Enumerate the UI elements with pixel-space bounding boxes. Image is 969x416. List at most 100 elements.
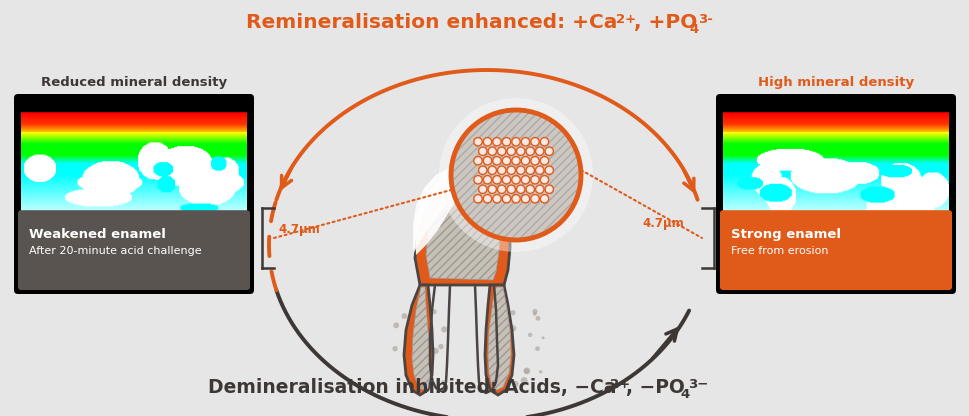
Text: 3-: 3- bbox=[698, 13, 712, 26]
Circle shape bbox=[520, 176, 529, 184]
FancyBboxPatch shape bbox=[14, 94, 254, 294]
Circle shape bbox=[516, 185, 524, 193]
Circle shape bbox=[431, 347, 435, 351]
Circle shape bbox=[540, 138, 548, 146]
Text: 2+: 2+ bbox=[615, 13, 636, 26]
Circle shape bbox=[545, 185, 553, 193]
Circle shape bbox=[497, 325, 504, 332]
Circle shape bbox=[401, 313, 407, 319]
Circle shape bbox=[502, 195, 510, 203]
Circle shape bbox=[516, 147, 524, 156]
Circle shape bbox=[502, 156, 510, 165]
Circle shape bbox=[535, 316, 540, 321]
Polygon shape bbox=[425, 183, 499, 280]
Circle shape bbox=[507, 185, 515, 193]
Circle shape bbox=[451, 110, 580, 240]
Circle shape bbox=[492, 156, 501, 165]
Text: 4: 4 bbox=[688, 23, 698, 36]
Circle shape bbox=[495, 322, 500, 327]
Circle shape bbox=[530, 138, 539, 146]
Circle shape bbox=[441, 380, 445, 384]
Circle shape bbox=[520, 138, 529, 146]
Circle shape bbox=[416, 381, 421, 386]
Circle shape bbox=[473, 195, 482, 203]
Circle shape bbox=[497, 185, 506, 193]
Text: 3−: 3− bbox=[687, 378, 707, 391]
Circle shape bbox=[478, 185, 486, 193]
Polygon shape bbox=[415, 168, 510, 285]
Circle shape bbox=[530, 156, 539, 165]
Circle shape bbox=[441, 326, 447, 332]
Text: Free from erosion: Free from erosion bbox=[731, 246, 828, 256]
Circle shape bbox=[540, 176, 548, 184]
Polygon shape bbox=[412, 287, 429, 390]
Circle shape bbox=[492, 138, 501, 146]
Circle shape bbox=[483, 138, 491, 146]
Circle shape bbox=[406, 329, 410, 333]
Circle shape bbox=[512, 381, 518, 387]
FancyBboxPatch shape bbox=[719, 210, 951, 290]
Circle shape bbox=[530, 195, 539, 203]
Circle shape bbox=[530, 176, 539, 184]
Circle shape bbox=[391, 346, 397, 352]
Text: , +PO: , +PO bbox=[634, 13, 697, 32]
Circle shape bbox=[502, 138, 510, 146]
Circle shape bbox=[525, 185, 534, 193]
Circle shape bbox=[473, 156, 482, 165]
Text: Reduced mineral density: Reduced mineral density bbox=[41, 76, 227, 89]
Text: 4.7μm: 4.7μm bbox=[278, 223, 320, 236]
Circle shape bbox=[532, 312, 536, 316]
Circle shape bbox=[523, 369, 529, 374]
Circle shape bbox=[498, 371, 502, 376]
Circle shape bbox=[409, 319, 413, 323]
Text: 4: 4 bbox=[679, 388, 689, 401]
Polygon shape bbox=[484, 285, 514, 395]
Circle shape bbox=[483, 156, 491, 165]
Circle shape bbox=[507, 166, 515, 174]
Polygon shape bbox=[487, 287, 511, 390]
Circle shape bbox=[483, 176, 491, 184]
Circle shape bbox=[492, 195, 501, 203]
Circle shape bbox=[507, 147, 515, 156]
Circle shape bbox=[483, 195, 491, 203]
Circle shape bbox=[539, 370, 542, 374]
Circle shape bbox=[540, 156, 548, 165]
Circle shape bbox=[540, 195, 548, 203]
Text: After 20-minute acid challenge: After 20-minute acid challenge bbox=[29, 246, 202, 256]
Polygon shape bbox=[415, 168, 467, 255]
Circle shape bbox=[545, 166, 553, 174]
Circle shape bbox=[525, 166, 534, 174]
Circle shape bbox=[417, 310, 421, 314]
Circle shape bbox=[439, 98, 592, 252]
Circle shape bbox=[478, 147, 486, 156]
Circle shape bbox=[487, 147, 496, 156]
Circle shape bbox=[492, 176, 501, 184]
Circle shape bbox=[502, 176, 510, 184]
Circle shape bbox=[438, 344, 443, 349]
Text: 2+: 2+ bbox=[610, 378, 630, 391]
Circle shape bbox=[497, 166, 506, 174]
Circle shape bbox=[535, 185, 544, 193]
Text: Demineralisation inhibited: Acids, −Ca: Demineralisation inhibited: Acids, −Ca bbox=[207, 378, 616, 397]
Circle shape bbox=[497, 147, 506, 156]
Circle shape bbox=[510, 310, 516, 315]
Circle shape bbox=[541, 337, 544, 339]
FancyBboxPatch shape bbox=[715, 94, 955, 294]
Circle shape bbox=[510, 325, 516, 332]
Circle shape bbox=[512, 176, 519, 184]
Text: Remineralisation enhanced: +Ca: Remineralisation enhanced: +Ca bbox=[246, 13, 616, 32]
Circle shape bbox=[473, 176, 482, 184]
Text: Weakened enamel: Weakened enamel bbox=[29, 228, 166, 241]
Circle shape bbox=[392, 322, 398, 328]
Circle shape bbox=[535, 147, 544, 156]
Circle shape bbox=[487, 166, 496, 174]
Circle shape bbox=[423, 351, 428, 356]
Polygon shape bbox=[413, 163, 463, 252]
Circle shape bbox=[525, 147, 534, 156]
Circle shape bbox=[487, 185, 496, 193]
Circle shape bbox=[406, 339, 411, 343]
Circle shape bbox=[532, 309, 537, 314]
Circle shape bbox=[516, 166, 524, 174]
Text: Strong enamel: Strong enamel bbox=[731, 228, 840, 241]
Circle shape bbox=[404, 374, 408, 377]
